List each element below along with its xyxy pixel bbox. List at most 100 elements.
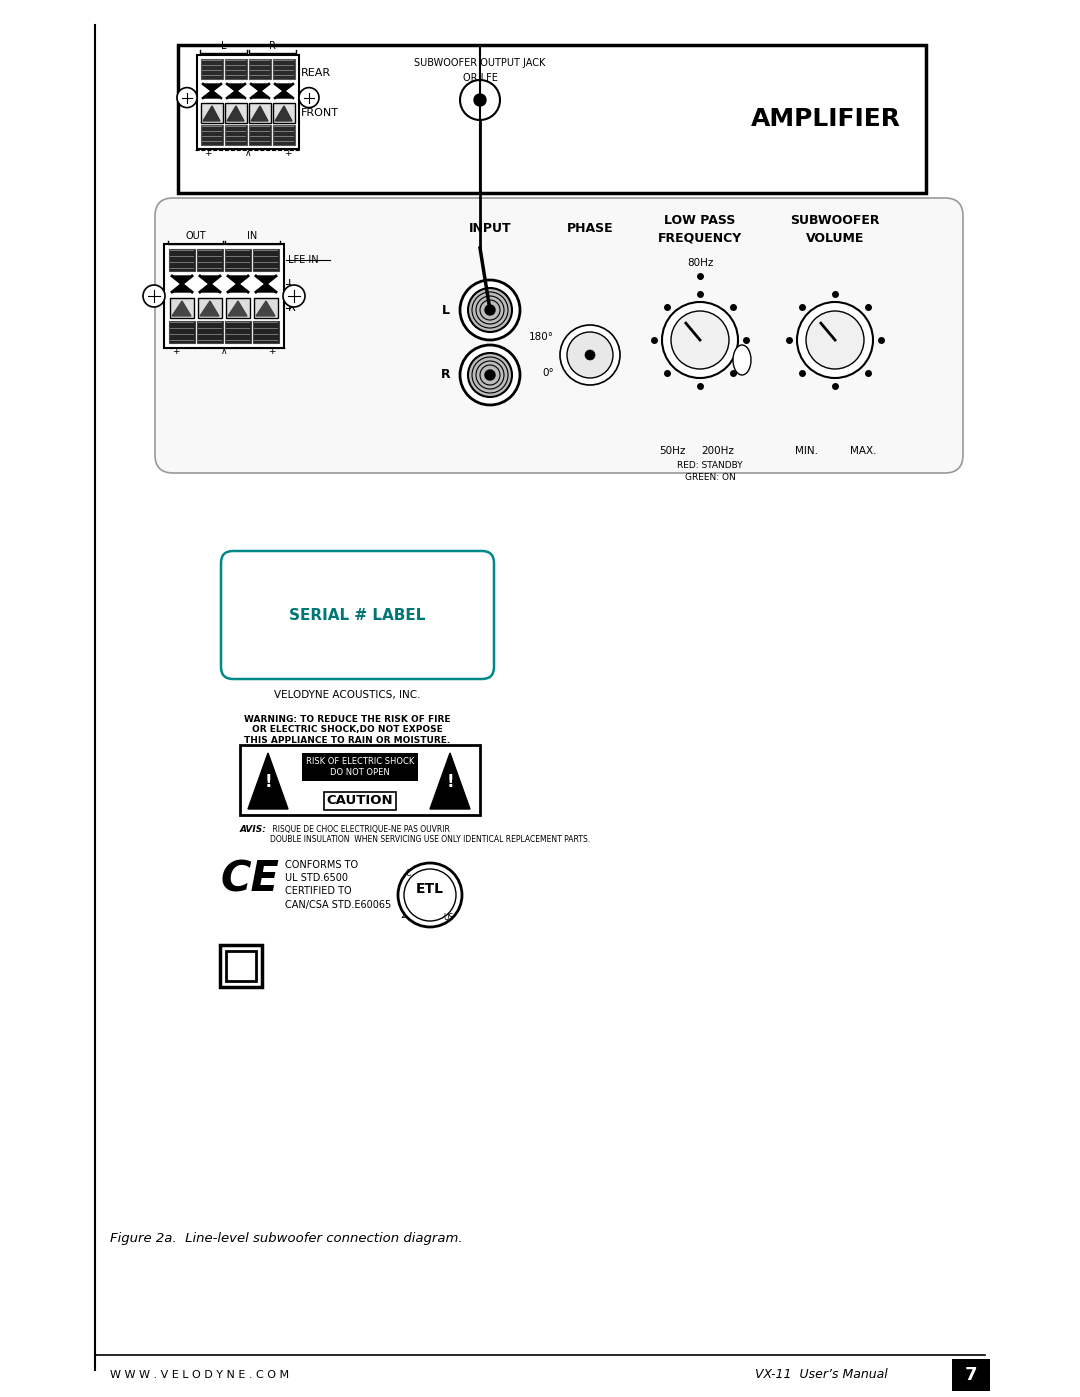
Bar <box>197 321 222 344</box>
Bar <box>168 249 195 271</box>
Text: 50Hz: 50Hz <box>659 446 685 455</box>
Polygon shape <box>227 84 245 98</box>
Circle shape <box>460 80 500 120</box>
Text: INPUT: INPUT <box>469 222 511 235</box>
Text: PHASE: PHASE <box>567 222 613 235</box>
Circle shape <box>561 326 620 386</box>
Circle shape <box>460 345 519 405</box>
Text: SERIAL # LABEL: SERIAL # LABEL <box>289 608 426 623</box>
Bar <box>273 103 295 123</box>
Polygon shape <box>248 753 288 809</box>
Polygon shape <box>251 106 268 122</box>
Text: 7: 7 <box>964 1366 977 1384</box>
Text: MAX.: MAX. <box>850 446 876 455</box>
Circle shape <box>474 94 486 106</box>
Bar <box>253 249 279 271</box>
Text: L: L <box>288 279 294 289</box>
Ellipse shape <box>733 345 751 374</box>
Circle shape <box>404 869 456 921</box>
Bar <box>225 124 247 145</box>
Text: 2001310: 2001310 <box>400 909 446 921</box>
Text: ∧: ∧ <box>245 149 252 158</box>
Text: 200Hz: 200Hz <box>702 446 734 455</box>
Text: FREQUENCY: FREQUENCY <box>658 232 742 244</box>
Bar <box>220 944 262 988</box>
Circle shape <box>797 302 873 379</box>
Text: C: C <box>405 869 410 877</box>
Circle shape <box>283 285 305 307</box>
Bar <box>170 298 194 319</box>
Text: 0°: 0° <box>542 367 554 379</box>
Circle shape <box>468 353 512 397</box>
Text: IN: IN <box>247 231 257 242</box>
Text: CE: CE <box>220 858 279 900</box>
Bar <box>249 124 271 145</box>
Text: 180°: 180° <box>529 332 554 342</box>
Circle shape <box>585 351 595 360</box>
Text: RISK OF ELECTRIC SHOCK
DO NOT OPEN: RISK OF ELECTRIC SHOCK DO NOT OPEN <box>306 757 415 777</box>
Bar <box>168 321 195 344</box>
Text: FRONT: FRONT <box>301 108 339 117</box>
Text: WARNING: TO REDUCE THE RISK OF FIRE
OR ELECTRIC SHOCK,DO NOT EXPOSE
THIS APPLIAN: WARNING: TO REDUCE THE RISK OF FIRE OR E… <box>244 715 450 745</box>
Text: !: ! <box>265 773 272 791</box>
Text: L: L <box>221 41 227 52</box>
Polygon shape <box>200 277 220 292</box>
Text: +: + <box>204 149 212 158</box>
Bar <box>201 59 222 80</box>
Text: REAR: REAR <box>301 68 332 78</box>
Text: LFE IN: LFE IN <box>288 256 319 265</box>
Circle shape <box>177 88 197 108</box>
Text: VELODYNE ACOUSTICS, INC.: VELODYNE ACOUSTICS, INC. <box>274 690 421 700</box>
Bar <box>240 745 480 814</box>
Text: R: R <box>288 303 296 313</box>
Circle shape <box>399 863 462 928</box>
Bar <box>225 103 247 123</box>
Text: L: L <box>442 303 450 317</box>
Text: SUBWOOFER: SUBWOOFER <box>791 214 880 226</box>
Circle shape <box>460 279 519 339</box>
Bar <box>197 54 299 149</box>
FancyBboxPatch shape <box>221 550 494 679</box>
Text: RISQUE DE CHOC ELECTRIQUE-NE PAS OUVRIR
DOUBLE INSULATION  WHEN SERVICING USE ON: RISQUE DE CHOC ELECTRIQUE-NE PAS OUVRIR … <box>270 826 590 844</box>
Polygon shape <box>275 106 292 122</box>
Bar <box>164 244 284 348</box>
Text: ETL: ETL <box>416 882 444 895</box>
Text: +: + <box>284 149 292 158</box>
Polygon shape <box>275 84 293 98</box>
Text: OUT: OUT <box>186 231 206 242</box>
Text: R: R <box>441 369 450 381</box>
Circle shape <box>485 305 495 314</box>
Text: R: R <box>269 41 275 52</box>
Text: CAUTION: CAUTION <box>326 795 393 807</box>
Polygon shape <box>251 84 269 98</box>
Bar <box>198 298 222 319</box>
Bar <box>951 1359 990 1391</box>
Polygon shape <box>203 106 220 122</box>
Text: AMPLIFIER: AMPLIFIER <box>751 108 901 131</box>
Polygon shape <box>228 277 248 292</box>
Circle shape <box>143 285 165 307</box>
Bar <box>225 249 251 271</box>
Polygon shape <box>430 753 470 809</box>
Text: OR LFE: OR LFE <box>462 73 498 82</box>
Polygon shape <box>200 300 219 316</box>
Polygon shape <box>228 300 247 316</box>
Text: AVIS:: AVIS: <box>240 826 267 834</box>
Bar <box>226 298 249 319</box>
Circle shape <box>806 312 864 369</box>
Polygon shape <box>227 106 244 122</box>
Bar <box>178 45 926 193</box>
Bar <box>249 103 271 123</box>
Text: ∧: ∧ <box>220 346 227 356</box>
Text: VX-11  User’s Manual: VX-11 User’s Manual <box>755 1369 888 1382</box>
Polygon shape <box>256 277 276 292</box>
Bar <box>273 124 295 145</box>
Bar <box>225 321 251 344</box>
Circle shape <box>485 370 495 380</box>
Bar <box>225 59 247 80</box>
Bar <box>197 249 222 271</box>
Text: GREEN: ON: GREEN: ON <box>685 474 735 482</box>
Polygon shape <box>203 84 221 98</box>
Text: SUBWOOFER OUTPUT JACK: SUBWOOFER OUTPUT JACK <box>415 59 545 68</box>
Text: Figure 2a.  Line-level subwoofer connection diagram.: Figure 2a. Line-level subwoofer connecti… <box>110 1232 462 1245</box>
